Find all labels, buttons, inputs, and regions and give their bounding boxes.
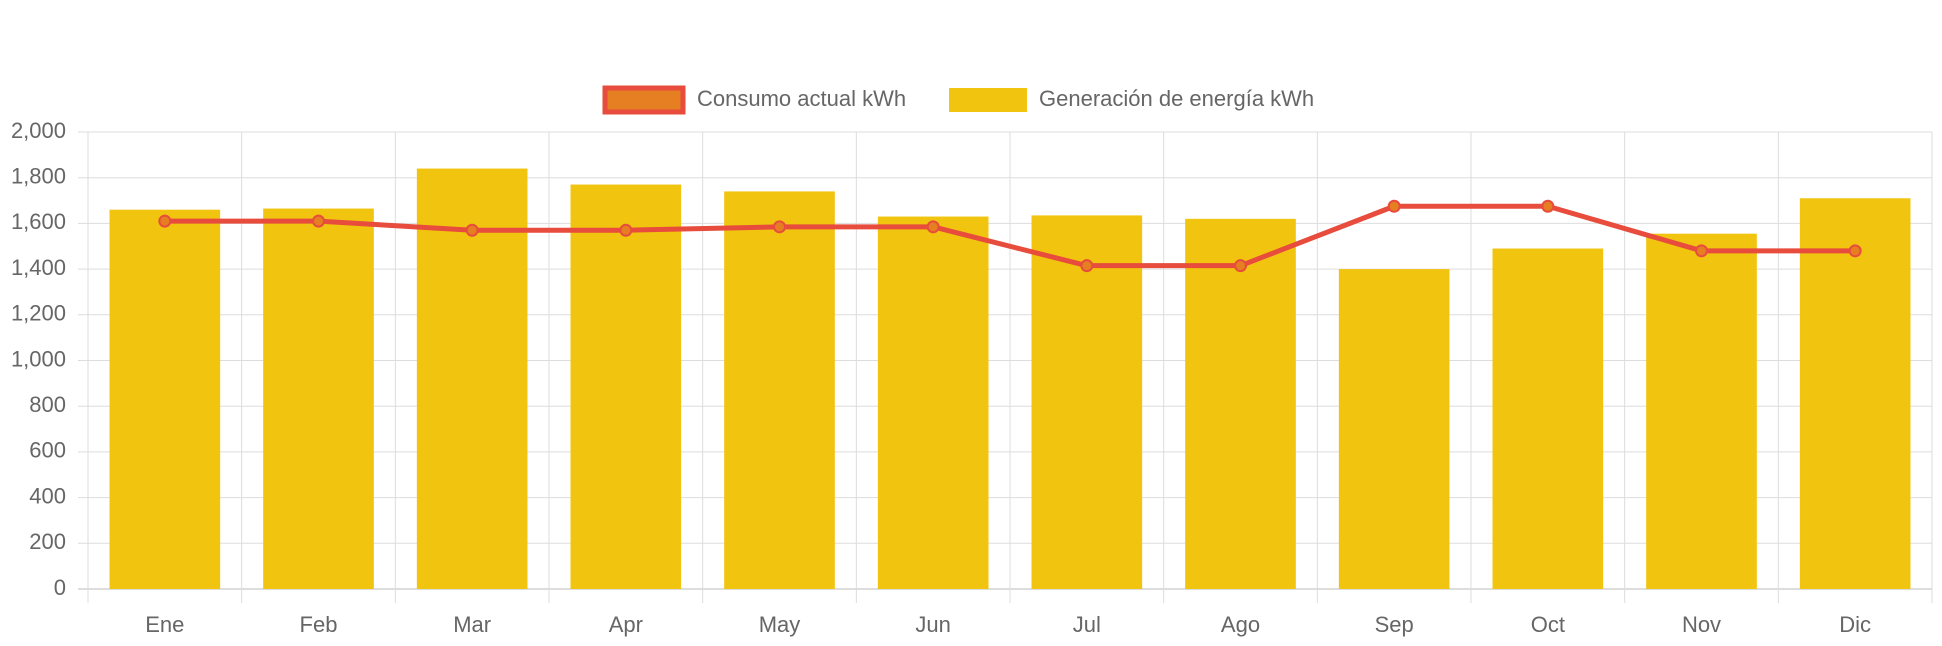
point: [1695, 244, 1708, 258]
y-tick-label: 1,800: [11, 164, 66, 189]
y-tick-label: 200: [29, 529, 66, 554]
bar: [877, 216, 989, 590]
x-tick-label: Sep: [1375, 612, 1414, 637]
x-tick-label: Jul: [1073, 612, 1101, 637]
bar: [263, 208, 374, 590]
bar: [1799, 198, 1911, 589]
x-tick-label: Apr: [609, 612, 643, 637]
bar: [1646, 233, 1757, 589]
x-tick-label: Ene: [145, 612, 184, 637]
x-tick-label: May: [759, 612, 801, 637]
y-tick-label: 1,400: [11, 255, 66, 280]
point: [158, 214, 172, 228]
legend-label: Consumo actual kWh: [697, 86, 906, 111]
y-tick-label: 1,600: [11, 209, 66, 234]
point: [465, 223, 479, 237]
legend-label: Generación de energía kWh: [1039, 86, 1314, 111]
y-tick-label: 2,000: [11, 118, 66, 143]
point: [1234, 259, 1247, 273]
x-tick-label: Oct: [1531, 612, 1565, 637]
y-tick-label: 400: [29, 483, 66, 508]
x-tick-label: Ago: [1221, 612, 1260, 637]
legend-swatch: [949, 88, 1027, 112]
line: [164, 203, 1856, 269]
point: [1541, 199, 1555, 213]
point: [1848, 244, 1862, 258]
bar: [1338, 269, 1450, 589]
point: [773, 220, 786, 234]
y-tick-label: 1,000: [11, 346, 66, 371]
bar: [109, 209, 221, 589]
bar: [724, 191, 835, 589]
bar: [1492, 248, 1604, 589]
y-tick-label: 0: [54, 575, 66, 600]
point: [1080, 259, 1094, 273]
x-tick-label: Jun: [915, 612, 950, 637]
bar: [1031, 215, 1143, 589]
bar: [570, 184, 682, 589]
x-tick-label: Feb: [300, 612, 338, 637]
x-tick-label: Dic: [1839, 612, 1871, 637]
x-tick-label: Mar: [453, 612, 491, 637]
x-tick-label: Nov: [1682, 612, 1721, 637]
y-tick-label: 800: [29, 392, 66, 417]
point: [926, 220, 940, 234]
bar: [1185, 218, 1296, 589]
point: [312, 214, 325, 228]
point: [1387, 199, 1401, 213]
point: [619, 223, 633, 237]
y-tick-label: 1,200: [11, 301, 66, 326]
legend-swatch: [602, 85, 686, 115]
bar: [416, 168, 528, 589]
y-tick-label: 600: [29, 438, 66, 463]
